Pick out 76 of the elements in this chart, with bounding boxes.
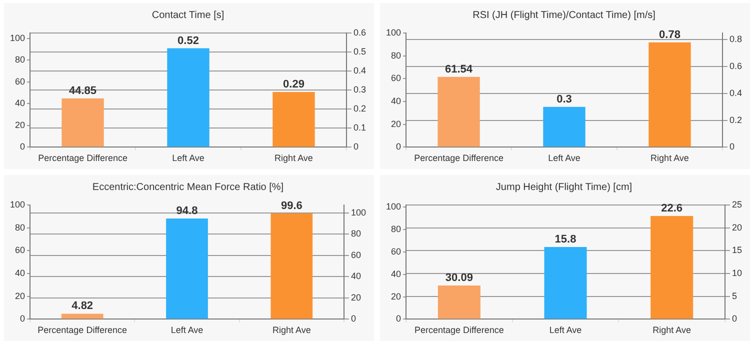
y-tick-label: 100 — [10, 32, 26, 43]
y2-tick-label: 0.2 — [353, 104, 366, 114]
x-tick-label: Right Ave — [650, 153, 689, 164]
y2-tick-label: 0.4 — [729, 88, 742, 98]
chart-title: Jump Height (Flight Time) [cm] — [496, 182, 632, 193]
y-tick-label: 0 — [20, 314, 26, 324]
y-tick-label: 40 — [15, 98, 26, 108]
y-tick-label: 40 — [391, 96, 402, 106]
y-tick-label: 100 — [10, 199, 26, 210]
y-tick-label: 80 — [15, 222, 26, 232]
y-tick-label: 100 — [386, 202, 402, 212]
y-tick-label: 40 — [15, 268, 26, 278]
x-tick-label: Percentage Difference — [414, 325, 504, 336]
y2-tick-label: 0.2 — [729, 114, 742, 125]
y2-tick-label: 100 — [350, 207, 366, 218]
y2-tick-label: 5 — [732, 290, 738, 301]
x-tick-label: Right Ave — [272, 325, 311, 336]
y2-tick-label: 20 — [732, 222, 742, 232]
y-tick-label: 0 — [396, 142, 402, 152]
y2-tick-label: 25 — [732, 199, 742, 210]
y2-tick-label: 80 — [350, 228, 361, 239]
y-tick-label: 80 — [391, 224, 402, 234]
y-tick-label: 20 — [15, 120, 26, 130]
data-label: 15.8 — [554, 234, 576, 246]
y2-tick-label: 40 — [350, 271, 361, 282]
x-tick-label: Left Ave — [172, 153, 204, 164]
y-tick-label: 20 — [391, 291, 402, 302]
y2-tick-label: 0 — [350, 314, 356, 324]
y-tick-label: 60 — [391, 246, 402, 257]
y2-tick-label: 0.1 — [353, 122, 366, 133]
chart-title: RSI (JH (Flight Time)/Contact Time) [m/s] — [472, 10, 656, 21]
y2-tick-label: 0.4 — [353, 66, 366, 76]
y2-tick-label: 20 — [350, 292, 361, 302]
chart-title: Eccentric:Concentric Mean Force Ratio [%] — [92, 182, 284, 193]
data-label: 22.6 — [661, 202, 683, 214]
y-tick-label: 100 — [386, 27, 402, 38]
x-tick-label: Percentage Difference — [38, 325, 128, 336]
x-tick-label: Left Ave — [549, 325, 582, 336]
y2-tick-label: 0 — [732, 314, 738, 324]
y-tick-label: 20 — [391, 118, 402, 129]
y-tick-label: 60 — [15, 245, 26, 256]
x-tick-label: Left Ave — [548, 153, 580, 164]
data-label: 61.54 — [444, 63, 474, 76]
data-label: 0.78 — [659, 28, 680, 41]
y2-tick-label: 0.6 — [729, 61, 742, 72]
y2-tick-label: 0 — [729, 142, 735, 152]
y-tick-label: 60 — [15, 76, 26, 86]
data-label: 0.3 — [556, 93, 572, 106]
y-tick-label: 0 — [20, 142, 26, 152]
x-tick-label: Right Ave — [274, 153, 313, 164]
chart-title: Contact Time [s] — [152, 10, 224, 21]
y-tick-label: 0 — [396, 314, 402, 324]
data-label: 0.52 — [178, 34, 199, 47]
data-label: 30.09 — [445, 272, 473, 284]
y2-tick-label: 60 — [350, 250, 361, 260]
x-tick-label: Left Ave — [170, 325, 204, 336]
y2-tick-label: 10 — [732, 268, 742, 278]
y-tick-label: 40 — [391, 268, 402, 279]
y-tick-label: 20 — [15, 290, 26, 301]
y2-tick-label: 0.8 — [729, 34, 742, 44]
x-tick-label: Percentage Difference — [38, 153, 128, 164]
y2-tick-label: 0.3 — [353, 84, 366, 95]
y-tick-label: 80 — [15, 54, 26, 65]
y2-tick-label: 0 — [353, 142, 359, 152]
x-tick-label: Percentage Difference — [414, 153, 504, 164]
y-tick-label: 80 — [391, 50, 402, 60]
data-label: 0.29 — [283, 78, 304, 91]
x-tick-label: Right Ave — [652, 325, 692, 336]
y-tick-label: 60 — [391, 73, 402, 84]
data-label: 44.85 — [68, 84, 97, 97]
y2-tick-label: 0.5 — [353, 46, 366, 57]
data-label: 4.82 — [72, 300, 94, 312]
y2-tick-label: 15 — [732, 245, 742, 256]
data-label: 99.6 — [280, 200, 302, 212]
data-label: 94.8 — [176, 205, 198, 218]
y2-tick-label: 0.6 — [353, 27, 366, 38]
